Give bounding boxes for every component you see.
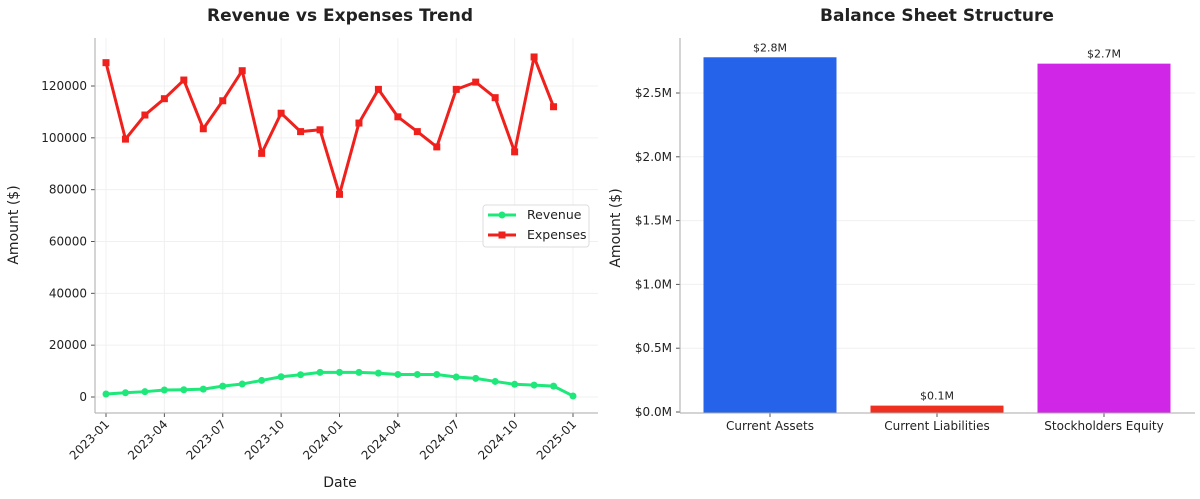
- revenue-point: [413, 370, 421, 378]
- y-tick-label: 20000: [49, 338, 87, 352]
- bar-stockholders-equity: [1037, 63, 1171, 413]
- legend: Revenue Expenses: [482, 204, 590, 248]
- expenses-point: [297, 128, 305, 136]
- legend-expenses: Expenses: [527, 227, 587, 242]
- y-tick-label: $2.5M: [635, 86, 672, 100]
- revenue-point: [219, 382, 227, 390]
- expenses-point: [491, 94, 499, 102]
- data-label: $0.1M: [920, 390, 954, 403]
- revenue-point: [199, 385, 207, 393]
- revenue-point: [316, 368, 324, 376]
- balance-sheet-chart: Balance Sheet Structure Amount ($) $0.0M…: [608, 6, 1195, 433]
- expenses-point: [102, 59, 110, 67]
- y-axis-label: Amount ($): [608, 188, 624, 267]
- expenses-point: [160, 95, 168, 103]
- revenue-point: [374, 369, 382, 377]
- x-axis-label: Date: [323, 475, 356, 491]
- legend-revenue: Revenue: [527, 207, 582, 222]
- y-tick-label: 0: [79, 390, 87, 404]
- expenses-point: [452, 85, 460, 93]
- expenses-point: [238, 67, 246, 75]
- expenses-point: [141, 111, 149, 119]
- expenses-point: [316, 126, 324, 134]
- x-tick-label: 2023-01: [67, 417, 112, 462]
- expenses-point: [258, 149, 266, 157]
- bar-current-liabilities: [870, 405, 1004, 413]
- expenses-point: [277, 109, 285, 117]
- revenue-point: [511, 380, 519, 388]
- expenses-point: [336, 190, 343, 198]
- revenue-expenses-chart: Revenue vs Expenses Trend Date Amount ($…: [6, 6, 598, 491]
- revenue-point: [491, 377, 499, 385]
- x-tick-label: 2024-07: [417, 417, 462, 462]
- revenue-point: [530, 381, 538, 389]
- y-tick-label: $2.0M: [635, 150, 672, 164]
- revenue-point: [180, 386, 188, 394]
- x-tick-label: 2024-10: [475, 417, 520, 462]
- x-tick-label: 2024-01: [300, 417, 345, 462]
- expenses-point: [530, 53, 538, 61]
- data-label: $2.8M: [753, 41, 787, 54]
- chart-title: Balance Sheet Structure: [820, 6, 1054, 26]
- expenses-point: [413, 128, 421, 136]
- revenue-point: [569, 392, 577, 400]
- expenses-point: [180, 76, 188, 84]
- revenue-point: [297, 371, 305, 379]
- revenue-point: [141, 388, 149, 396]
- revenue-point: [238, 380, 246, 388]
- expenses-point: [550, 103, 558, 111]
- x-tick-label: Current Assets: [726, 419, 814, 433]
- y-tick-label: 60000: [49, 235, 87, 249]
- y-tick-label: 80000: [49, 183, 87, 197]
- x-tick-label: 2023-04: [125, 417, 170, 462]
- revenue-point: [452, 373, 460, 381]
- y-tick-label: $0.0M: [635, 405, 672, 419]
- x-tick-label: 2025-01: [534, 417, 579, 462]
- x-tick-label: Stockholders Equity: [1044, 419, 1163, 433]
- chart-title: Revenue vs Expenses Trend: [207, 6, 473, 26]
- revenue-point: [394, 370, 402, 378]
- revenue-point: [355, 368, 363, 376]
- y-axis-label: Amount ($): [6, 185, 22, 264]
- x-tick-label: 2024-04: [359, 417, 404, 462]
- y-tick-label: $1.0M: [635, 277, 672, 291]
- revenue-point: [433, 370, 441, 378]
- bar-current-assets: [703, 57, 837, 413]
- y-tick-label: 120000: [41, 79, 87, 93]
- revenue-point: [277, 373, 285, 381]
- expenses-point: [511, 148, 519, 156]
- expenses-point: [433, 143, 441, 151]
- y-tick-label: 100000: [41, 131, 87, 145]
- revenue-point: [550, 382, 558, 390]
- expenses-point: [121, 135, 129, 143]
- revenue-point: [121, 389, 129, 397]
- y-tick-label: 40000: [49, 286, 87, 300]
- expenses-line: [104, 55, 555, 196]
- revenue-point: [472, 374, 480, 382]
- x-tick-label: 2023-07: [184, 417, 229, 462]
- x-tick-label: Current Liabilities: [884, 419, 990, 433]
- expenses-point: [394, 113, 402, 121]
- y-tick-label: $0.5M: [635, 341, 672, 355]
- expenses-point: [199, 125, 207, 133]
- revenue-point: [102, 390, 110, 398]
- revenue-point: [336, 368, 343, 376]
- y-tick-label: $1.5M: [635, 214, 672, 228]
- data-label: $2.7M: [1087, 48, 1121, 61]
- expenses-point: [374, 85, 382, 93]
- expenses-point: [219, 97, 227, 105]
- revenue-point: [160, 386, 168, 394]
- revenue-point: [258, 376, 266, 384]
- expenses-point: [355, 119, 363, 127]
- x-tick-label: 2023-10: [242, 417, 287, 462]
- expenses-point: [472, 78, 480, 86]
